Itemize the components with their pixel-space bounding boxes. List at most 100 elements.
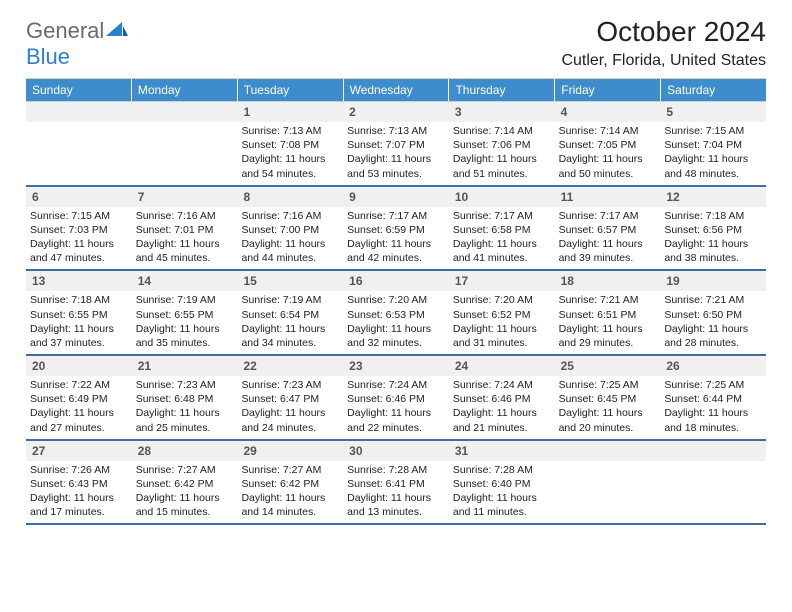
day-details: Sunrise: 7:13 AMSunset: 7:08 PMDaylight:…: [237, 122, 343, 185]
day-details: Sunrise: 7:27 AMSunset: 6:42 PMDaylight:…: [132, 461, 238, 524]
daylight-text: Daylight: 11 hours and 37 minutes.: [30, 322, 128, 350]
day-number: 15: [237, 271, 343, 291]
day-cell: [132, 102, 238, 185]
sunrise-text: Sunrise: 7:13 AM: [241, 124, 339, 138]
daylight-text: Daylight: 11 hours and 14 minutes.: [241, 491, 339, 519]
day-cell: 26Sunrise: 7:25 AMSunset: 6:44 PMDayligh…: [660, 356, 766, 439]
day-cell: 27Sunrise: 7:26 AMSunset: 6:43 PMDayligh…: [26, 441, 132, 524]
day-details: Sunrise: 7:23 AMSunset: 6:48 PMDaylight:…: [132, 376, 238, 439]
sunset-text: Sunset: 6:57 PM: [559, 223, 657, 237]
sunset-text: Sunset: 6:54 PM: [241, 308, 339, 322]
location-subtitle: Cutler, Florida, United States: [561, 52, 766, 70]
day-number: 4: [555, 102, 661, 122]
daylight-text: Daylight: 11 hours and 39 minutes.: [559, 237, 657, 265]
day-number: 19: [660, 271, 766, 291]
sunrise-text: Sunrise: 7:28 AM: [453, 463, 551, 477]
day-number: 2: [343, 102, 449, 122]
sunrise-text: Sunrise: 7:25 AM: [559, 378, 657, 392]
sunset-text: Sunset: 6:58 PM: [453, 223, 551, 237]
day-cell: 18Sunrise: 7:21 AMSunset: 6:51 PMDayligh…: [555, 271, 661, 354]
weeks-container: 1Sunrise: 7:13 AMSunset: 7:08 PMDaylight…: [26, 102, 766, 525]
day-details: Sunrise: 7:17 AMSunset: 6:57 PMDaylight:…: [555, 207, 661, 270]
day-cell: 15Sunrise: 7:19 AMSunset: 6:54 PMDayligh…: [237, 271, 343, 354]
day-details: Sunrise: 7:24 AMSunset: 6:46 PMDaylight:…: [449, 376, 555, 439]
sunrise-text: Sunrise: 7:15 AM: [30, 209, 128, 223]
sunrise-text: Sunrise: 7:26 AM: [30, 463, 128, 477]
sunrise-text: Sunrise: 7:13 AM: [347, 124, 445, 138]
day-number: 24: [449, 356, 555, 376]
day-details: Sunrise: 7:20 AMSunset: 6:52 PMDaylight:…: [449, 291, 555, 354]
sunrise-text: Sunrise: 7:17 AM: [347, 209, 445, 223]
sunrise-text: Sunrise: 7:25 AM: [664, 378, 762, 392]
day-details: Sunrise: 7:20 AMSunset: 6:53 PMDaylight:…: [343, 291, 449, 354]
sunset-text: Sunset: 7:04 PM: [664, 138, 762, 152]
day-cell: 6Sunrise: 7:15 AMSunset: 7:03 PMDaylight…: [26, 187, 132, 270]
month-title: October 2024: [561, 18, 766, 46]
sunset-text: Sunset: 7:06 PM: [453, 138, 551, 152]
day-number: 21: [132, 356, 238, 376]
daylight-text: Daylight: 11 hours and 48 minutes.: [664, 152, 762, 180]
day-number: 13: [26, 271, 132, 291]
day-number: 28: [132, 441, 238, 461]
daylight-text: Daylight: 11 hours and 32 minutes.: [347, 322, 445, 350]
sunrise-text: Sunrise: 7:17 AM: [559, 209, 657, 223]
day-number: [26, 102, 132, 122]
sunset-text: Sunset: 6:40 PM: [453, 477, 551, 491]
day-cell: 7Sunrise: 7:16 AMSunset: 7:01 PMDaylight…: [132, 187, 238, 270]
sunrise-text: Sunrise: 7:24 AM: [453, 378, 551, 392]
day-cell: 8Sunrise: 7:16 AMSunset: 7:00 PMDaylight…: [237, 187, 343, 270]
sunrise-text: Sunrise: 7:23 AM: [241, 378, 339, 392]
day-cell: 5Sunrise: 7:15 AMSunset: 7:04 PMDaylight…: [660, 102, 766, 185]
day-cell: 10Sunrise: 7:17 AMSunset: 6:58 PMDayligh…: [449, 187, 555, 270]
daylight-text: Daylight: 11 hours and 38 minutes.: [664, 237, 762, 265]
day-cell: 14Sunrise: 7:19 AMSunset: 6:55 PMDayligh…: [132, 271, 238, 354]
page-header: General Blue October 2024 Cutler, Florid…: [26, 18, 766, 70]
day-number: 7: [132, 187, 238, 207]
day-details: Sunrise: 7:16 AMSunset: 7:00 PMDaylight:…: [237, 207, 343, 270]
day-number: [132, 102, 238, 122]
day-cell: 23Sunrise: 7:24 AMSunset: 6:46 PMDayligh…: [343, 356, 449, 439]
daylight-text: Daylight: 11 hours and 34 minutes.: [241, 322, 339, 350]
sunrise-text: Sunrise: 7:18 AM: [30, 293, 128, 307]
day-cell: 22Sunrise: 7:23 AMSunset: 6:47 PMDayligh…: [237, 356, 343, 439]
sunrise-text: Sunrise: 7:20 AM: [347, 293, 445, 307]
daylight-text: Daylight: 11 hours and 35 minutes.: [136, 322, 234, 350]
daylight-text: Daylight: 11 hours and 47 minutes.: [30, 237, 128, 265]
daylight-text: Daylight: 11 hours and 44 minutes.: [241, 237, 339, 265]
day-cell: 11Sunrise: 7:17 AMSunset: 6:57 PMDayligh…: [555, 187, 661, 270]
daylight-text: Daylight: 11 hours and 15 minutes.: [136, 491, 234, 519]
sunset-text: Sunset: 6:46 PM: [347, 392, 445, 406]
day-header: Sunday: [26, 79, 132, 101]
day-details: Sunrise: 7:25 AMSunset: 6:45 PMDaylight:…: [555, 376, 661, 439]
sunset-text: Sunset: 7:08 PM: [241, 138, 339, 152]
day-number: 6: [26, 187, 132, 207]
day-header: Thursday: [449, 79, 555, 101]
daylight-text: Daylight: 11 hours and 31 minutes.: [453, 322, 551, 350]
sunrise-text: Sunrise: 7:23 AM: [136, 378, 234, 392]
day-cell: 16Sunrise: 7:20 AMSunset: 6:53 PMDayligh…: [343, 271, 449, 354]
day-cell: 31Sunrise: 7:28 AMSunset: 6:40 PMDayligh…: [449, 441, 555, 524]
day-number: 10: [449, 187, 555, 207]
sunrise-text: Sunrise: 7:21 AM: [664, 293, 762, 307]
sunset-text: Sunset: 6:59 PM: [347, 223, 445, 237]
daylight-text: Daylight: 11 hours and 20 minutes.: [559, 406, 657, 434]
calendar-grid: SundayMondayTuesdayWednesdayThursdayFrid…: [26, 78, 766, 525]
day-number: 11: [555, 187, 661, 207]
day-details: Sunrise: 7:21 AMSunset: 6:51 PMDaylight:…: [555, 291, 661, 354]
brand-logo: General Blue: [26, 18, 128, 70]
day-cell: 12Sunrise: 7:18 AMSunset: 6:56 PMDayligh…: [660, 187, 766, 270]
day-header: Saturday: [661, 79, 766, 101]
sunset-text: Sunset: 6:53 PM: [347, 308, 445, 322]
sunset-text: Sunset: 7:05 PM: [559, 138, 657, 152]
day-details: Sunrise: 7:15 AMSunset: 7:04 PMDaylight:…: [660, 122, 766, 185]
sunrise-text: Sunrise: 7:14 AM: [559, 124, 657, 138]
day-cell: 17Sunrise: 7:20 AMSunset: 6:52 PMDayligh…: [449, 271, 555, 354]
sunrise-text: Sunrise: 7:18 AM: [664, 209, 762, 223]
day-cell: 20Sunrise: 7:22 AMSunset: 6:49 PMDayligh…: [26, 356, 132, 439]
day-details: Sunrise: 7:21 AMSunset: 6:50 PMDaylight:…: [660, 291, 766, 354]
sunset-text: Sunset: 6:46 PM: [453, 392, 551, 406]
daylight-text: Daylight: 11 hours and 24 minutes.: [241, 406, 339, 434]
day-number: [660, 441, 766, 461]
sunset-text: Sunset: 6:42 PM: [241, 477, 339, 491]
sunset-text: Sunset: 6:44 PM: [664, 392, 762, 406]
